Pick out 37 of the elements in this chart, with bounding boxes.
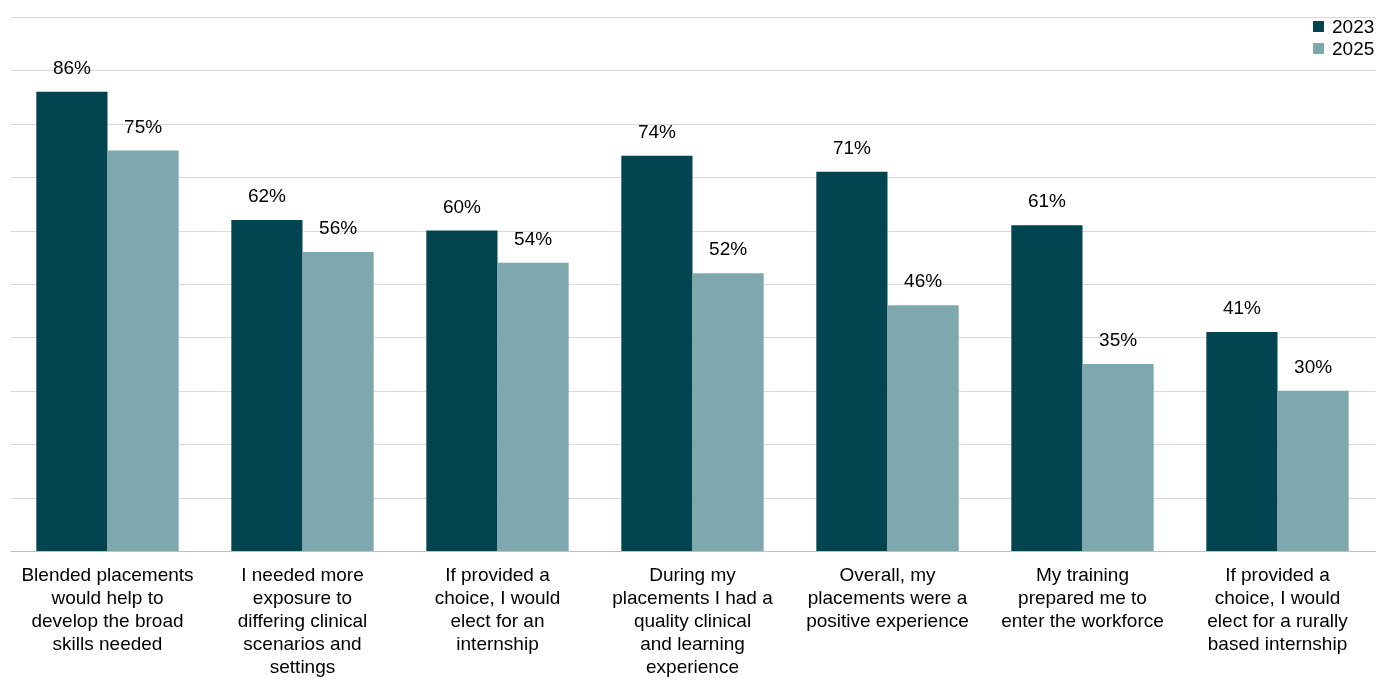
data-label: 71% (832, 136, 872, 158)
data-label: 75% (124, 115, 163, 137)
data-label: 56% (319, 216, 358, 238)
legend-label: 2023 (1332, 15, 1375, 37)
bar (692, 273, 764, 551)
data-label: 41% (1222, 297, 1262, 319)
data-label: 52% (709, 238, 748, 260)
data-label: 61% (1027, 190, 1067, 212)
bar (1206, 332, 1278, 551)
bar (231, 219, 303, 551)
data-label: 62% (247, 184, 287, 206)
data-label: 60% (442, 195, 482, 217)
data-label: 35% (1099, 329, 1138, 351)
x-tick-label: If provided a choice, I would elect for a rurally based internship (1207, 563, 1349, 654)
x-tick-label: Blended placements would help to develop the broad skills needed (21, 563, 194, 654)
bar (426, 230, 498, 551)
bar (1277, 390, 1349, 551)
bar (1011, 225, 1083, 551)
bar (36, 91, 108, 551)
data-label: 86% (52, 56, 92, 78)
bar (107, 150, 179, 551)
data-label: 54% (514, 227, 553, 249)
x-tick-label: Overall, my placements were a positive experience (806, 563, 969, 631)
data-label: 30% (1294, 355, 1333, 377)
bar (497, 262, 569, 551)
bar (621, 155, 693, 551)
bar (887, 305, 959, 551)
data-label: 74% (637, 120, 677, 142)
x-tick-label: If provided a choice, I would elect for an internship (434, 563, 561, 654)
bar (1082, 364, 1154, 551)
x-tick-label: I needed more exposure to differing clinical scenarios and settings (237, 563, 368, 677)
data-label: 46% (904, 270, 943, 292)
bar (302, 251, 374, 551)
x-tick-label: My training prepared me to enter the workforce (1001, 563, 1164, 631)
legend-label: 2025 (1332, 37, 1375, 59)
bar (816, 171, 888, 551)
x-tick-label: During my placements I had a quality clinical and learning experience (612, 563, 774, 677)
